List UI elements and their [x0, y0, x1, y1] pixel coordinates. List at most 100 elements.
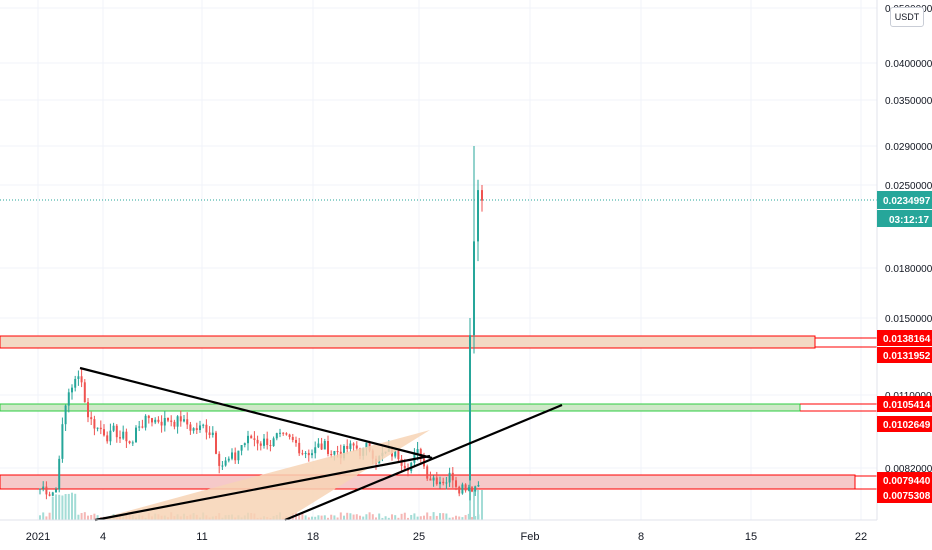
candle-body	[237, 450, 240, 461]
volume-bar	[429, 516, 432, 520]
time-axis-label: 22	[855, 531, 867, 543]
candle-body	[67, 392, 70, 406]
candle-body	[317, 443, 320, 448]
volume-bar	[371, 514, 374, 520]
volume-bar	[96, 515, 99, 520]
candle-body	[282, 432, 285, 434]
candle-body	[349, 443, 352, 449]
candle-body	[259, 443, 262, 446]
candle-body	[243, 443, 246, 446]
price-level-tag	[877, 416, 932, 432]
candle-body	[211, 432, 214, 435]
volume-bar	[368, 512, 371, 520]
candle-body	[218, 453, 221, 466]
candle-body	[90, 417, 93, 420]
time-axis-label: 11	[196, 531, 207, 543]
currency-badge[interactable]: USDT	[890, 7, 924, 27]
candle-body	[469, 335, 471, 481]
candle-body	[83, 382, 86, 403]
candle-body	[163, 417, 166, 426]
price-zones	[0, 335, 877, 490]
candle-body	[186, 419, 189, 425]
candle-body	[304, 452, 307, 454]
candle-body	[263, 438, 265, 446]
volume-bar	[42, 512, 45, 520]
candle-body	[61, 424, 64, 459]
volume-bar	[61, 495, 64, 520]
volume-bar	[45, 516, 48, 520]
volume-bar	[64, 494, 67, 520]
candle-body	[403, 465, 406, 469]
candle-body	[58, 458, 61, 490]
volume-bar	[352, 514, 355, 520]
candle-body	[416, 449, 419, 454]
breakout-trendline	[284, 403, 563, 522]
volume-bar	[317, 515, 320, 520]
time-axis-label: Feb	[521, 531, 540, 543]
candle-body	[157, 419, 160, 422]
price-axis-label: 0.0350000	[885, 96, 932, 107]
candle-body	[477, 190, 479, 242]
candle-body	[343, 445, 345, 459]
candle-body	[250, 435, 253, 439]
candle-body	[471, 487, 473, 492]
candle-body	[397, 450, 400, 460]
candle-body	[253, 438, 256, 440]
price-level-label: 0.0079440	[883, 476, 931, 487]
price-axis-label: 0.0250000	[885, 181, 932, 192]
volume-bar	[77, 514, 80, 520]
volume-bar	[375, 517, 377, 520]
candle-body	[179, 416, 182, 422]
candle-body	[269, 445, 272, 447]
volume-bar	[467, 513, 470, 520]
volume-bar	[365, 514, 368, 520]
candle-body	[48, 494, 51, 496]
candle-body	[51, 492, 54, 496]
candle-body	[477, 485, 480, 487]
time-axis[interactable]: 2021 4 11 18 25 Feb 8 15 22	[26, 531, 867, 543]
candle-body	[320, 443, 323, 450]
price-axis-label: 0.0150000	[885, 314, 932, 325]
candle-body	[64, 405, 67, 425]
candle-body	[115, 425, 118, 438]
candle-body	[426, 466, 429, 479]
zone-rect	[0, 403, 801, 412]
countdown-tag	[877, 210, 932, 227]
candle-body	[202, 424, 205, 426]
price-axis-label: 0.0290000	[885, 142, 932, 153]
volume-bar	[83, 512, 86, 520]
candle-body	[135, 427, 137, 443]
candle-body	[141, 426, 144, 428]
grid	[0, 0, 877, 520]
upper-trendline	[79, 366, 433, 460]
volume-bar	[403, 512, 406, 520]
candle-body	[80, 376, 83, 383]
volume-bar	[74, 493, 77, 520]
candle-body	[394, 450, 397, 457]
candle-body	[208, 432, 211, 435]
volume-bar	[471, 517, 473, 520]
trendlines	[79, 366, 563, 522]
volume-bar	[423, 515, 425, 520]
volume-bar	[384, 516, 387, 520]
candle-body	[87, 402, 89, 418]
candle-body	[432, 477, 435, 481]
candle-body	[285, 433, 288, 435]
volume-bar	[48, 512, 51, 520]
candle-body	[138, 426, 141, 428]
volume-bar	[445, 513, 448, 520]
volume-bar	[432, 512, 435, 520]
candle-body	[55, 489, 57, 493]
candle-body	[288, 434, 291, 438]
volume-bar	[90, 514, 93, 520]
volume-bar	[327, 517, 329, 520]
time-axis-label: 2021	[26, 531, 50, 543]
volume-bar	[477, 490, 479, 520]
candle-body	[314, 447, 317, 454]
volume-bar	[301, 513, 304, 520]
candle-body	[144, 415, 147, 428]
volume-bar	[304, 515, 307, 520]
volume-bar	[397, 517, 400, 520]
volume-bar	[359, 515, 361, 520]
